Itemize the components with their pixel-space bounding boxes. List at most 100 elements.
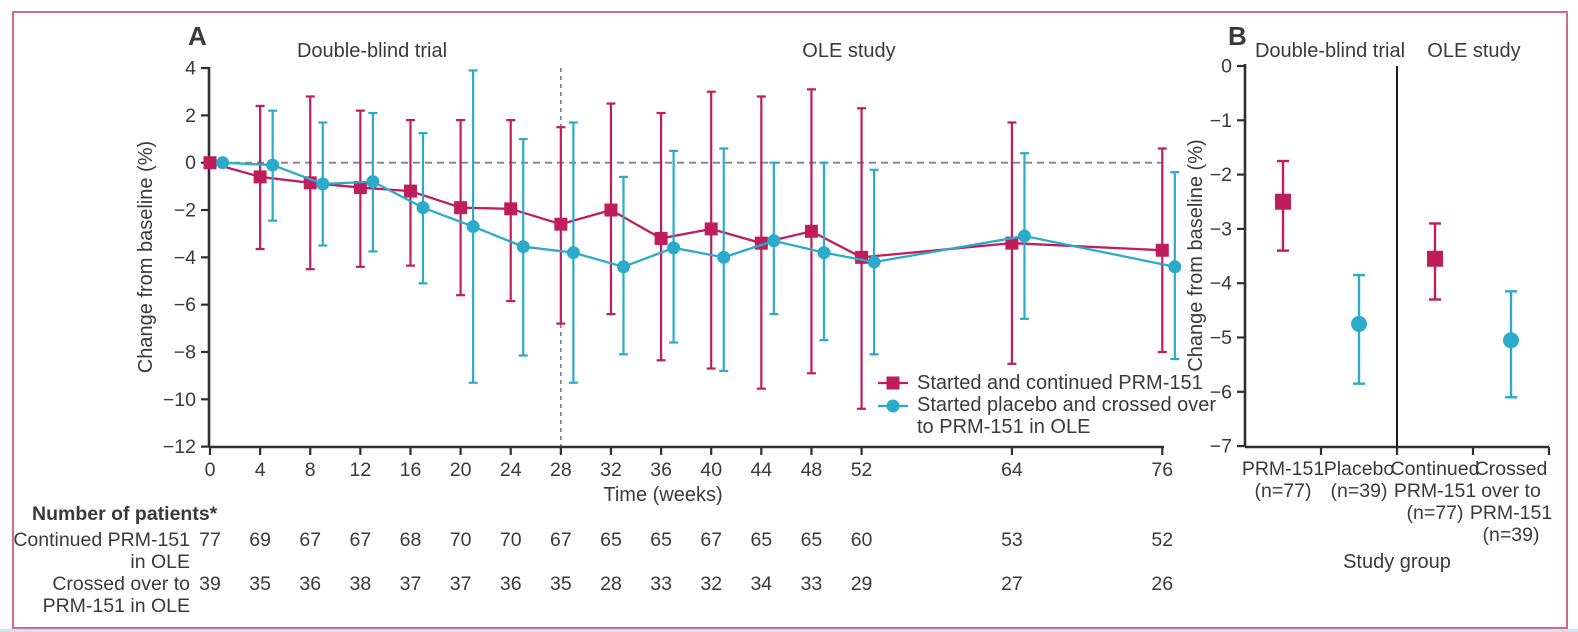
data-point-marker (654, 231, 668, 245)
patients-count: 38 (350, 573, 372, 595)
x-tick-label: 12 (350, 459, 372, 481)
patients-count: 70 (500, 529, 522, 551)
patients-count: 65 (801, 529, 823, 551)
y-tick-label: −8 (174, 341, 196, 363)
data-point-marker (253, 170, 267, 184)
group-tick-label: (n=39) (1331, 480, 1388, 502)
data-point-marker (667, 241, 681, 255)
legend-label: Started and continued PRM-151 (917, 372, 1203, 394)
data-point-marker (1155, 243, 1169, 257)
patients-count: 35 (550, 573, 572, 595)
patients-count: 33 (650, 573, 672, 595)
data-point-marker (1503, 332, 1519, 349)
data-point-marker (767, 234, 781, 248)
panel-b-axes: 0 −1 −2 −3 −4 −5 −6 −7 (1210, 56, 1551, 458)
patients-count: 26 (1151, 573, 1173, 595)
series-placebo-crossover (216, 69, 1182, 384)
panel-b-letter: B (1228, 21, 1247, 51)
data-point-marker (203, 156, 217, 170)
panel-a-axes: 420−2−4−6−8−10−120 4 8 12 16 20 24 28 32 36 40 44 48… (163, 58, 1173, 481)
patients-row-label: Continued PRM-151 (13, 529, 190, 551)
data-point-marker (516, 240, 530, 254)
data-point-marker (466, 220, 480, 234)
group-tick-label: over to (1481, 480, 1541, 502)
group-tick-label: PRM-151 (1470, 502, 1552, 524)
series-line (209, 161, 1163, 259)
y-tick-label: −6 (1210, 381, 1232, 403)
panel-a-section-label-ole: OLE study (802, 40, 895, 62)
patients-count: 65 (750, 529, 772, 551)
y-tick-label: 0 (185, 152, 196, 174)
data-point-marker (817, 246, 831, 260)
data-point-marker (566, 246, 580, 260)
y-tick-label: 2 (185, 105, 196, 127)
y-tick-label: 4 (185, 58, 196, 80)
data-point-marker (855, 250, 869, 264)
x-tick-label: 28 (550, 459, 572, 481)
data-point-marker (867, 255, 881, 269)
panel-a: 420−2−4−6−8−10−120 4 8 12 16 20 24 28 32 36 40 44 48… (13, 21, 1216, 617)
study-group-point: PRM-151(n=77) (1242, 159, 1324, 502)
panel-b-section-label-double-blind: Double-blind trial (1255, 40, 1405, 62)
patients-count: 68 (400, 529, 422, 551)
x-tick-label: 76 (1151, 459, 1173, 481)
y-tick-label: −7 (1210, 436, 1232, 458)
patients-count: 67 (350, 529, 372, 551)
bottom-edge-strip (0, 629, 1578, 632)
study-group-point: Placebo(n=39) (1324, 273, 1395, 502)
y-tick-label: −2 (1210, 164, 1232, 186)
legend-label: Started placebo and crossed over (917, 394, 1216, 416)
data-point-marker (416, 201, 430, 215)
data-point-marker (717, 250, 731, 264)
patients-count: 36 (500, 573, 522, 595)
data-point-marker (1017, 229, 1031, 243)
data-point-marker (804, 224, 818, 238)
data-point-marker (216, 156, 230, 170)
x-tick-label: 40 (700, 459, 722, 481)
panel-a-x-axis-title: Time (weeks) (603, 484, 722, 506)
x-tick-label: 48 (801, 459, 823, 481)
patients-count: 65 (650, 529, 672, 551)
data-point-marker (616, 260, 630, 274)
patients-count: 29 (851, 573, 873, 595)
x-tick-label: 52 (851, 459, 873, 481)
patients-count: 32 (700, 573, 722, 595)
data-point-marker (316, 177, 330, 191)
y-tick-label: −5 (1210, 327, 1232, 349)
patients-count: 52 (1151, 529, 1173, 551)
legend-marker (886, 376, 900, 390)
group-tick-label: Placebo (1324, 458, 1395, 480)
panel-b-x-axis-title: Study group (1343, 551, 1451, 573)
patients-table-title: Number of patients* (32, 503, 218, 525)
y-tick-label: −10 (163, 389, 196, 411)
data-point-marker (1351, 315, 1367, 332)
data-point-marker (504, 202, 518, 216)
x-tick-label: 24 (500, 459, 522, 481)
series-prm151 (203, 88, 1169, 410)
group-tick-label: (n=77) (1255, 480, 1312, 502)
patients-count: 65 (600, 529, 622, 551)
panel-a-section-label-double-blind: Double-blind trial (297, 40, 447, 62)
x-tick-label: 44 (750, 459, 772, 481)
series-line (222, 161, 1176, 269)
patients-row-label: PRM-151 in OLE (43, 595, 190, 617)
patients-count: 33 (801, 573, 823, 595)
group-tick-label: (n=77) (1407, 502, 1464, 524)
patients-count: 67 (700, 529, 722, 551)
data-point-marker (554, 217, 568, 231)
legend-label: to PRM-151 in OLE (917, 416, 1090, 438)
x-tick-label: 16 (400, 459, 422, 481)
patients-count: 69 (249, 529, 271, 551)
data-point-marker (454, 201, 468, 215)
y-tick-label: −2 (174, 200, 196, 222)
patients-count: 70 (450, 529, 472, 551)
patients-count: 37 (450, 573, 472, 595)
group-tick-label: PRM-151 (1242, 458, 1324, 480)
patients-row-label: Crossed over to (52, 573, 190, 595)
group-tick-label: Continued (1391, 458, 1480, 480)
